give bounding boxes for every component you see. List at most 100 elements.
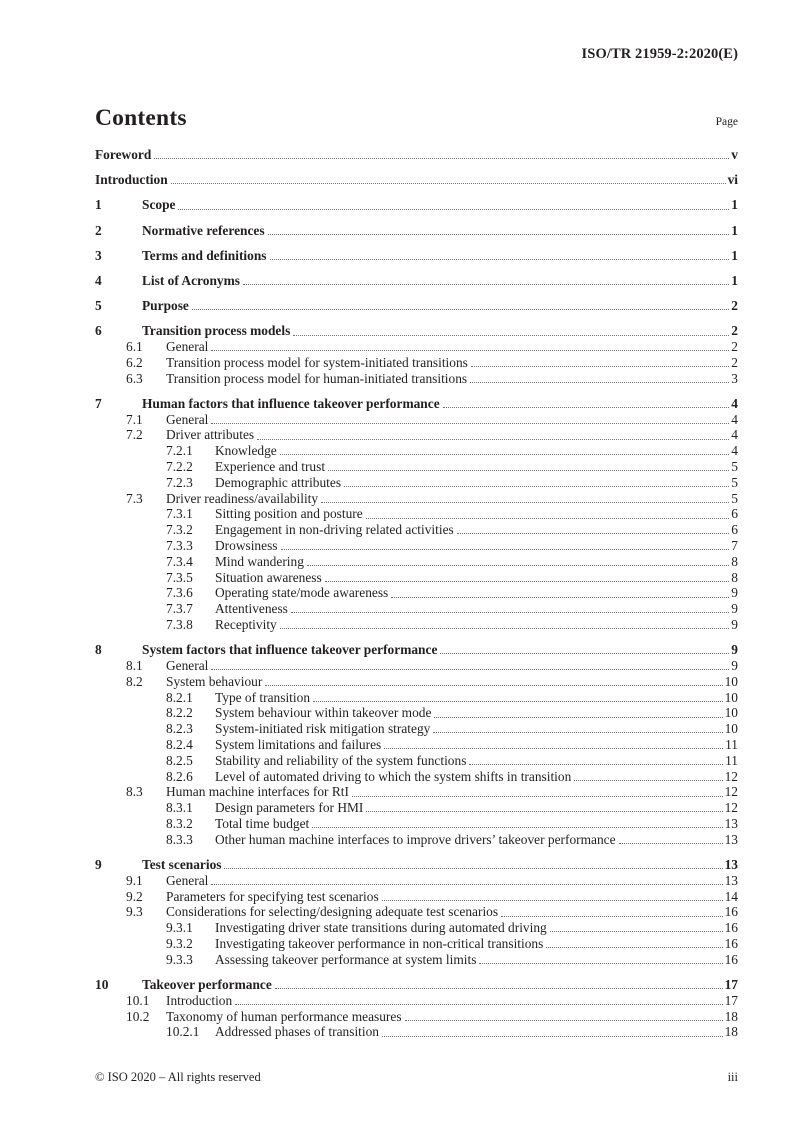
toc-entry[interactable]: 7.3.4 Mind wandering 8 — [95, 554, 738, 570]
toc-entry-number: 9.3 — [126, 904, 143, 920]
dotted-leader — [191, 309, 730, 311]
toc-entry-number: 9.2 — [126, 888, 143, 904]
toc-entry[interactable]: 9.3.2 Investigating takeover performance… — [95, 936, 738, 952]
toc-entry-title: General — [166, 339, 209, 355]
toc-entry[interactable]: 7.3.1 Sitting position and posture 6 — [95, 506, 738, 522]
toc-entry-page: 8 — [731, 553, 738, 569]
toc-entry[interactable]: 7.3.3 Drowsiness 7 — [95, 538, 738, 554]
toc-entry-page: 10 — [724, 689, 738, 705]
toc-entry-page: 16 — [724, 935, 738, 951]
toc-entry-number: 8.3.1 — [166, 800, 193, 816]
toc-entry-title: Total time budget — [215, 816, 310, 831]
toc-entry[interactable]: 8.2 System behaviour 10 — [95, 674, 738, 690]
toc-entry-number: 8 — [95, 642, 102, 658]
toc-entry-title: Investigating driver state transitions d… — [215, 920, 547, 936]
toc-entry[interactable]: 7 Human factors that influence takeover … — [95, 396, 738, 412]
toc-entry[interactable]: 8.2.1 Type of transition 10 — [95, 690, 738, 706]
dotted-leader — [211, 422, 730, 424]
toc-entry-number: 7.2.2 — [166, 459, 193, 475]
toc-entry[interactable]: 7.2 Driver attributes 4 — [95, 427, 738, 443]
toc-entry-number: 4 — [95, 272, 102, 288]
toc-entry-page: 7 — [731, 538, 738, 554]
toc-entry-page: 1 — [731, 272, 738, 288]
toc-entry[interactable]: 8 System factors that influence takeover… — [95, 642, 738, 658]
toc-entry-page: 1 — [731, 197, 738, 213]
toc-entry[interactable]: 6.2 Transition process model for system-… — [95, 355, 738, 371]
toc-entry-number: 9.3.1 — [166, 920, 193, 936]
toc-entry-title: Investigating takeover performance in no… — [215, 935, 544, 951]
toc-entry[interactable]: 7.3.6 Operating state/mode awareness 9 — [95, 585, 738, 601]
dotted-leader — [211, 350, 730, 352]
toc-entry[interactable]: 9.1 General 13 — [95, 873, 738, 889]
toc-entry[interactable]: 7.3.5 Situation awareness 8 — [95, 570, 738, 586]
dotted-leader — [267, 233, 730, 235]
toc-entry[interactable]: 4 List of Acronyms 1 — [95, 273, 738, 289]
dotted-leader — [290, 612, 730, 614]
toc-entry-number: 7.3.5 — [166, 569, 193, 585]
toc-entry-page: 11 — [725, 737, 738, 753]
toc-entry-number: 10 — [95, 976, 109, 992]
toc-entry[interactable]: 7.3.7 Attentiveness 9 — [95, 601, 738, 617]
dotted-leader — [279, 454, 730, 456]
toc-entry[interactable]: 9.3.1 Investigating driver state transit… — [95, 920, 738, 936]
toc-entry[interactable]: 8.3.1 Design parameters for HMI 12 — [95, 800, 738, 816]
dotted-leader — [382, 1035, 723, 1037]
toc-entry[interactable]: 1 Scope 1 — [95, 197, 738, 213]
contents-header: Contents Page — [95, 104, 738, 132]
dotted-leader — [312, 827, 723, 829]
toc-entry[interactable]: 9.3.3 Assessing takeover performance at … — [95, 952, 738, 968]
toc-entry-page: 2 — [731, 354, 738, 370]
toc-entry[interactable]: 8.2.2 System behaviour within takeover m… — [95, 705, 738, 721]
toc-entry[interactable]: Introduction vi — [95, 172, 738, 188]
dotted-leader — [279, 628, 730, 630]
toc-entry[interactable]: 8.3 Human machine interfaces for RtI 12 — [95, 784, 738, 800]
dotted-leader — [381, 899, 723, 901]
toc-entry[interactable]: 7.3.8 Receptivity 9 — [95, 617, 738, 633]
toc-entry[interactable]: 10.1 Introduction 17 — [95, 993, 738, 1009]
toc-entry[interactable]: 6 Transition process models 2 — [95, 323, 738, 339]
toc-entry-page: 14 — [724, 888, 738, 904]
toc-entry[interactable]: 7.2.2 Experience and trust 5 — [95, 459, 738, 475]
toc-entry-title: Operating state/mode awareness — [215, 585, 389, 601]
toc-entry-page: 5 — [731, 490, 738, 506]
toc-entry[interactable]: 7.2.3 Demographic attributes 5 — [95, 475, 738, 491]
toc-entry-page: 4 — [731, 427, 738, 443]
toc-entry-page: 2 — [731, 339, 738, 355]
toc-entry[interactable]: 8.2.3 System-initiated risk mitigation s… — [95, 721, 738, 737]
toc-entry[interactable]: 10.2.1 Addressed phases of transition 18 — [95, 1024, 738, 1040]
toc-entry[interactable]: 8.2.4 System limitations and failures 11 — [95, 737, 738, 753]
dotted-leader — [574, 779, 723, 781]
toc-entry[interactable]: 7.3 Driver readiness/availability 5 — [95, 491, 738, 507]
toc-entry[interactable]: 8.3.2 Total time budget 13 — [95, 816, 738, 832]
toc-entry[interactable]: 9.3 Considerations for selecting/designi… — [95, 904, 738, 920]
toc-entry[interactable]: 3 Terms and definitions 1 — [95, 248, 738, 264]
dotted-leader — [274, 988, 723, 990]
toc-entry[interactable]: 8.1 General 9 — [95, 658, 738, 674]
dotted-leader — [265, 685, 723, 687]
toc-entry-number: 9.3.3 — [166, 951, 193, 967]
dotted-leader — [469, 764, 724, 766]
toc-entry[interactable]: 5 Purpose 2 — [95, 298, 738, 314]
dotted-leader — [321, 501, 730, 503]
toc-entry[interactable]: Foreword v — [95, 147, 738, 163]
toc-entry[interactable]: 9 Test scenarios 13 — [95, 857, 738, 873]
toc-entry-number: 8.3.3 — [166, 831, 193, 847]
toc-entry[interactable]: 7.2.1 Knowledge 4 — [95, 443, 738, 459]
toc-entry[interactable]: 8.2.6 Level of automated driving to whic… — [95, 769, 738, 785]
toc-entry-number: 8.2.5 — [166, 752, 193, 768]
toc-entry-number: 10.1 — [126, 992, 150, 1008]
toc-entry[interactable]: 10.2 Taxonomy of human performance measu… — [95, 1009, 738, 1025]
toc-entry[interactable]: 9.2 Parameters for specifying test scena… — [95, 889, 738, 905]
toc-entry[interactable]: 10 Takeover performance 17 — [95, 977, 738, 993]
toc-entry[interactable]: 2 Normative references 1 — [95, 223, 738, 239]
toc-entry-title: Level of automated driving to which the … — [215, 768, 572, 784]
toc-entry[interactable]: 8.3.3 Other human machine interfaces to … — [95, 832, 738, 848]
dotted-leader — [391, 596, 730, 598]
toc-entry[interactable]: 6.1 General 2 — [95, 339, 738, 355]
toc-entry[interactable]: 7.3.2 Engagement in non-driving related … — [95, 522, 738, 538]
toc-entry[interactable]: 7.1 General 4 — [95, 412, 738, 428]
toc-entry-title: Taxonomy of human performance measures — [166, 1008, 402, 1024]
toc-entry[interactable]: 8.2.5 Stability and reliability of the s… — [95, 753, 738, 769]
toc-entry-page: 2 — [731, 323, 738, 339]
toc-entry[interactable]: 6.3 Transition process model for human-i… — [95, 371, 738, 387]
